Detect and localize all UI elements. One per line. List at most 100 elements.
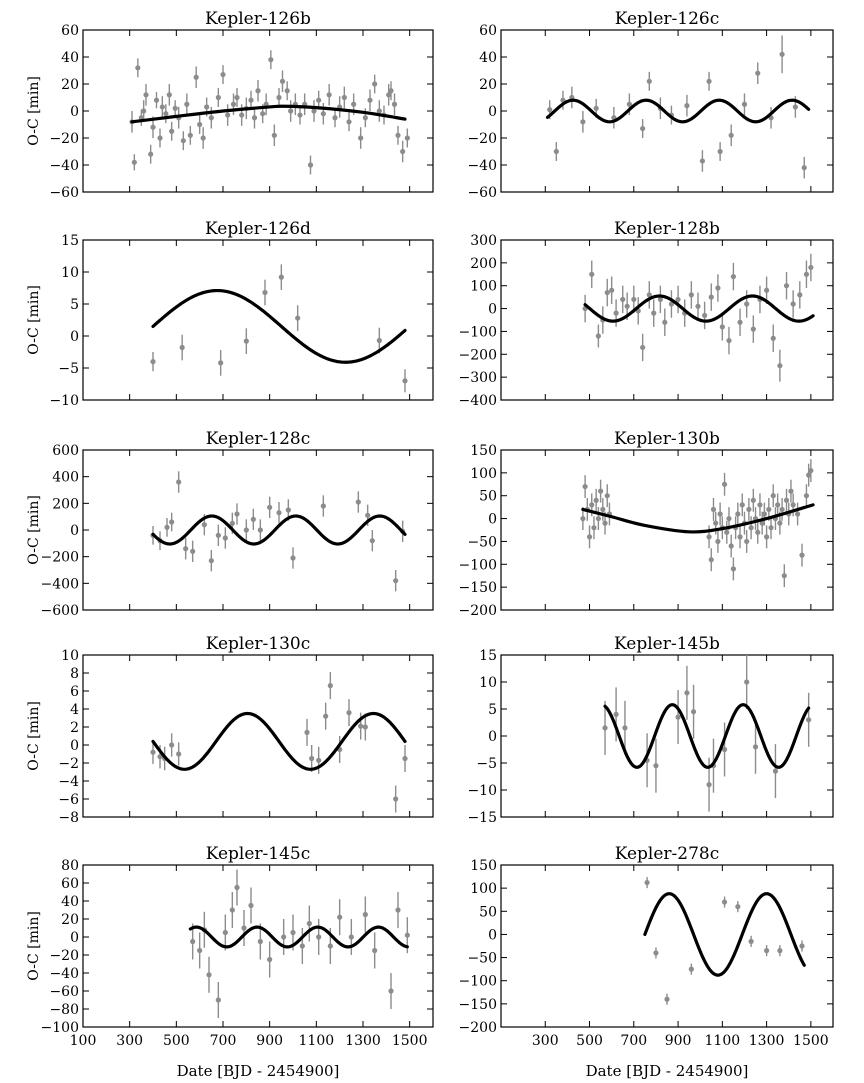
data-point — [243, 527, 249, 533]
data-point — [164, 524, 170, 530]
data-point — [781, 573, 787, 579]
y-tick-label: −5 — [476, 756, 497, 772]
y-tick-label: 200 — [470, 256, 497, 272]
data-point — [657, 296, 663, 303]
plot-frame — [82, 239, 434, 401]
data-point — [268, 57, 274, 63]
data-point — [393, 796, 399, 802]
fit-curve — [583, 294, 815, 323]
data-point — [702, 312, 708, 319]
data-point — [775, 502, 781, 508]
x-tick-label: 1500 — [793, 1033, 829, 1049]
x-tick-label: 700 — [210, 1033, 237, 1049]
data-point — [279, 78, 286, 84]
data-point — [808, 264, 814, 271]
y-tick-label: −100 — [41, 1020, 79, 1036]
data-point — [166, 92, 172, 98]
y-tick-label: 0 — [70, 738, 79, 754]
data-point — [320, 111, 326, 117]
y-tick-label: 15 — [61, 233, 79, 249]
data-point — [777, 948, 783, 954]
data-point — [341, 94, 347, 101]
data-point — [752, 744, 759, 750]
data-point — [715, 285, 721, 291]
data-point — [757, 502, 763, 508]
panel-title: Kepler-278c — [615, 844, 720, 864]
y-tick-label: −5 — [58, 361, 79, 377]
panel-kepler-126b: Kepler-126b −60 −40 −20 0 20 40 60 O-C [min] — [26, 9, 434, 201]
data-point — [806, 717, 812, 723]
y-tick-label: −400 — [41, 576, 79, 592]
data-point — [367, 97, 373, 103]
data-point — [690, 709, 697, 715]
data-point — [717, 511, 723, 517]
data-point — [297, 112, 303, 118]
data-point — [362, 115, 368, 121]
panel-title: Kepler-145b — [614, 634, 720, 654]
y-tick-label: −40 — [49, 158, 79, 174]
data-point — [316, 757, 322, 763]
y-tick-label: −4 — [58, 774, 79, 790]
data-point — [148, 151, 154, 157]
y-tick-label: 10 — [61, 648, 79, 664]
data-point — [675, 296, 681, 303]
y-tick-label: −80 — [49, 1002, 79, 1018]
data-point — [717, 148, 723, 155]
y-tick-label: −100 — [459, 974, 497, 990]
data-point — [193, 74, 199, 80]
data-point — [595, 515, 601, 522]
data-point — [706, 78, 712, 84]
x-tick-label: 900 — [256, 1033, 283, 1049]
y-tick-label: 5 — [70, 297, 79, 313]
data-point — [351, 101, 357, 107]
data-point — [248, 97, 254, 103]
y-tick-label: 2 — [70, 720, 79, 736]
y-tick-label: −60 — [49, 984, 79, 1000]
data-point — [788, 488, 794, 494]
data-point — [135, 65, 141, 71]
data-point — [402, 378, 408, 384]
data-point — [248, 902, 254, 909]
y-tick-label: −50 — [467, 951, 497, 967]
y-tick-label: −200 — [459, 603, 497, 619]
y-tick-label: 600 — [52, 443, 79, 459]
data-point — [713, 520, 719, 526]
data-point — [595, 333, 601, 339]
data-point — [307, 162, 314, 168]
data-point — [395, 132, 401, 138]
data-point — [222, 535, 228, 541]
fit-curve — [545, 98, 811, 124]
y-axis-label: O-C [min] — [26, 76, 42, 146]
y-tick-label: −6 — [58, 792, 79, 808]
x-axis-label-left: Date [BJD - 2454900] — [177, 1062, 340, 1080]
data-point — [806, 472, 812, 478]
panel-kepler-145b: Kepler-145b −15 −10 −5 0 5 10 15 — [467, 634, 834, 826]
data-point — [794, 511, 801, 517]
panel-kepler-145c: Kepler-145c −100 −80 −60 −40 −20 0 20 40 60 80 100 3… — [26, 844, 434, 1049]
plot-frame — [500, 239, 834, 401]
y-tick-label: −400 — [459, 393, 497, 409]
data-point — [190, 548, 196, 554]
data-point — [276, 510, 282, 516]
data-point — [208, 558, 214, 564]
data-point — [230, 101, 237, 107]
y-tick-label: 200 — [52, 496, 79, 512]
data-point — [234, 94, 240, 101]
data-point — [790, 502, 796, 508]
data-point — [706, 534, 712, 540]
data-point — [250, 516, 256, 522]
data-point — [609, 287, 615, 293]
y-tick-label: −200 — [41, 550, 79, 566]
x-tick-label: 700 — [620, 1033, 647, 1049]
y-tick-label: 400 — [52, 470, 79, 486]
data-point — [580, 119, 586, 125]
y-tick-label: 0 — [488, 729, 497, 745]
data-point — [222, 929, 228, 936]
data-point — [777, 520, 783, 526]
y-tick-label: 4 — [70, 702, 79, 718]
y-tick-label: −300 — [459, 370, 497, 386]
data-point — [388, 988, 394, 994]
panel-kepler-278c: Kepler-278c −200 −150 −100 −50 0 50 100 150 300 50… — [459, 844, 834, 1049]
data-point — [644, 879, 650, 886]
x-tick-label: 1300 — [345, 1033, 381, 1049]
